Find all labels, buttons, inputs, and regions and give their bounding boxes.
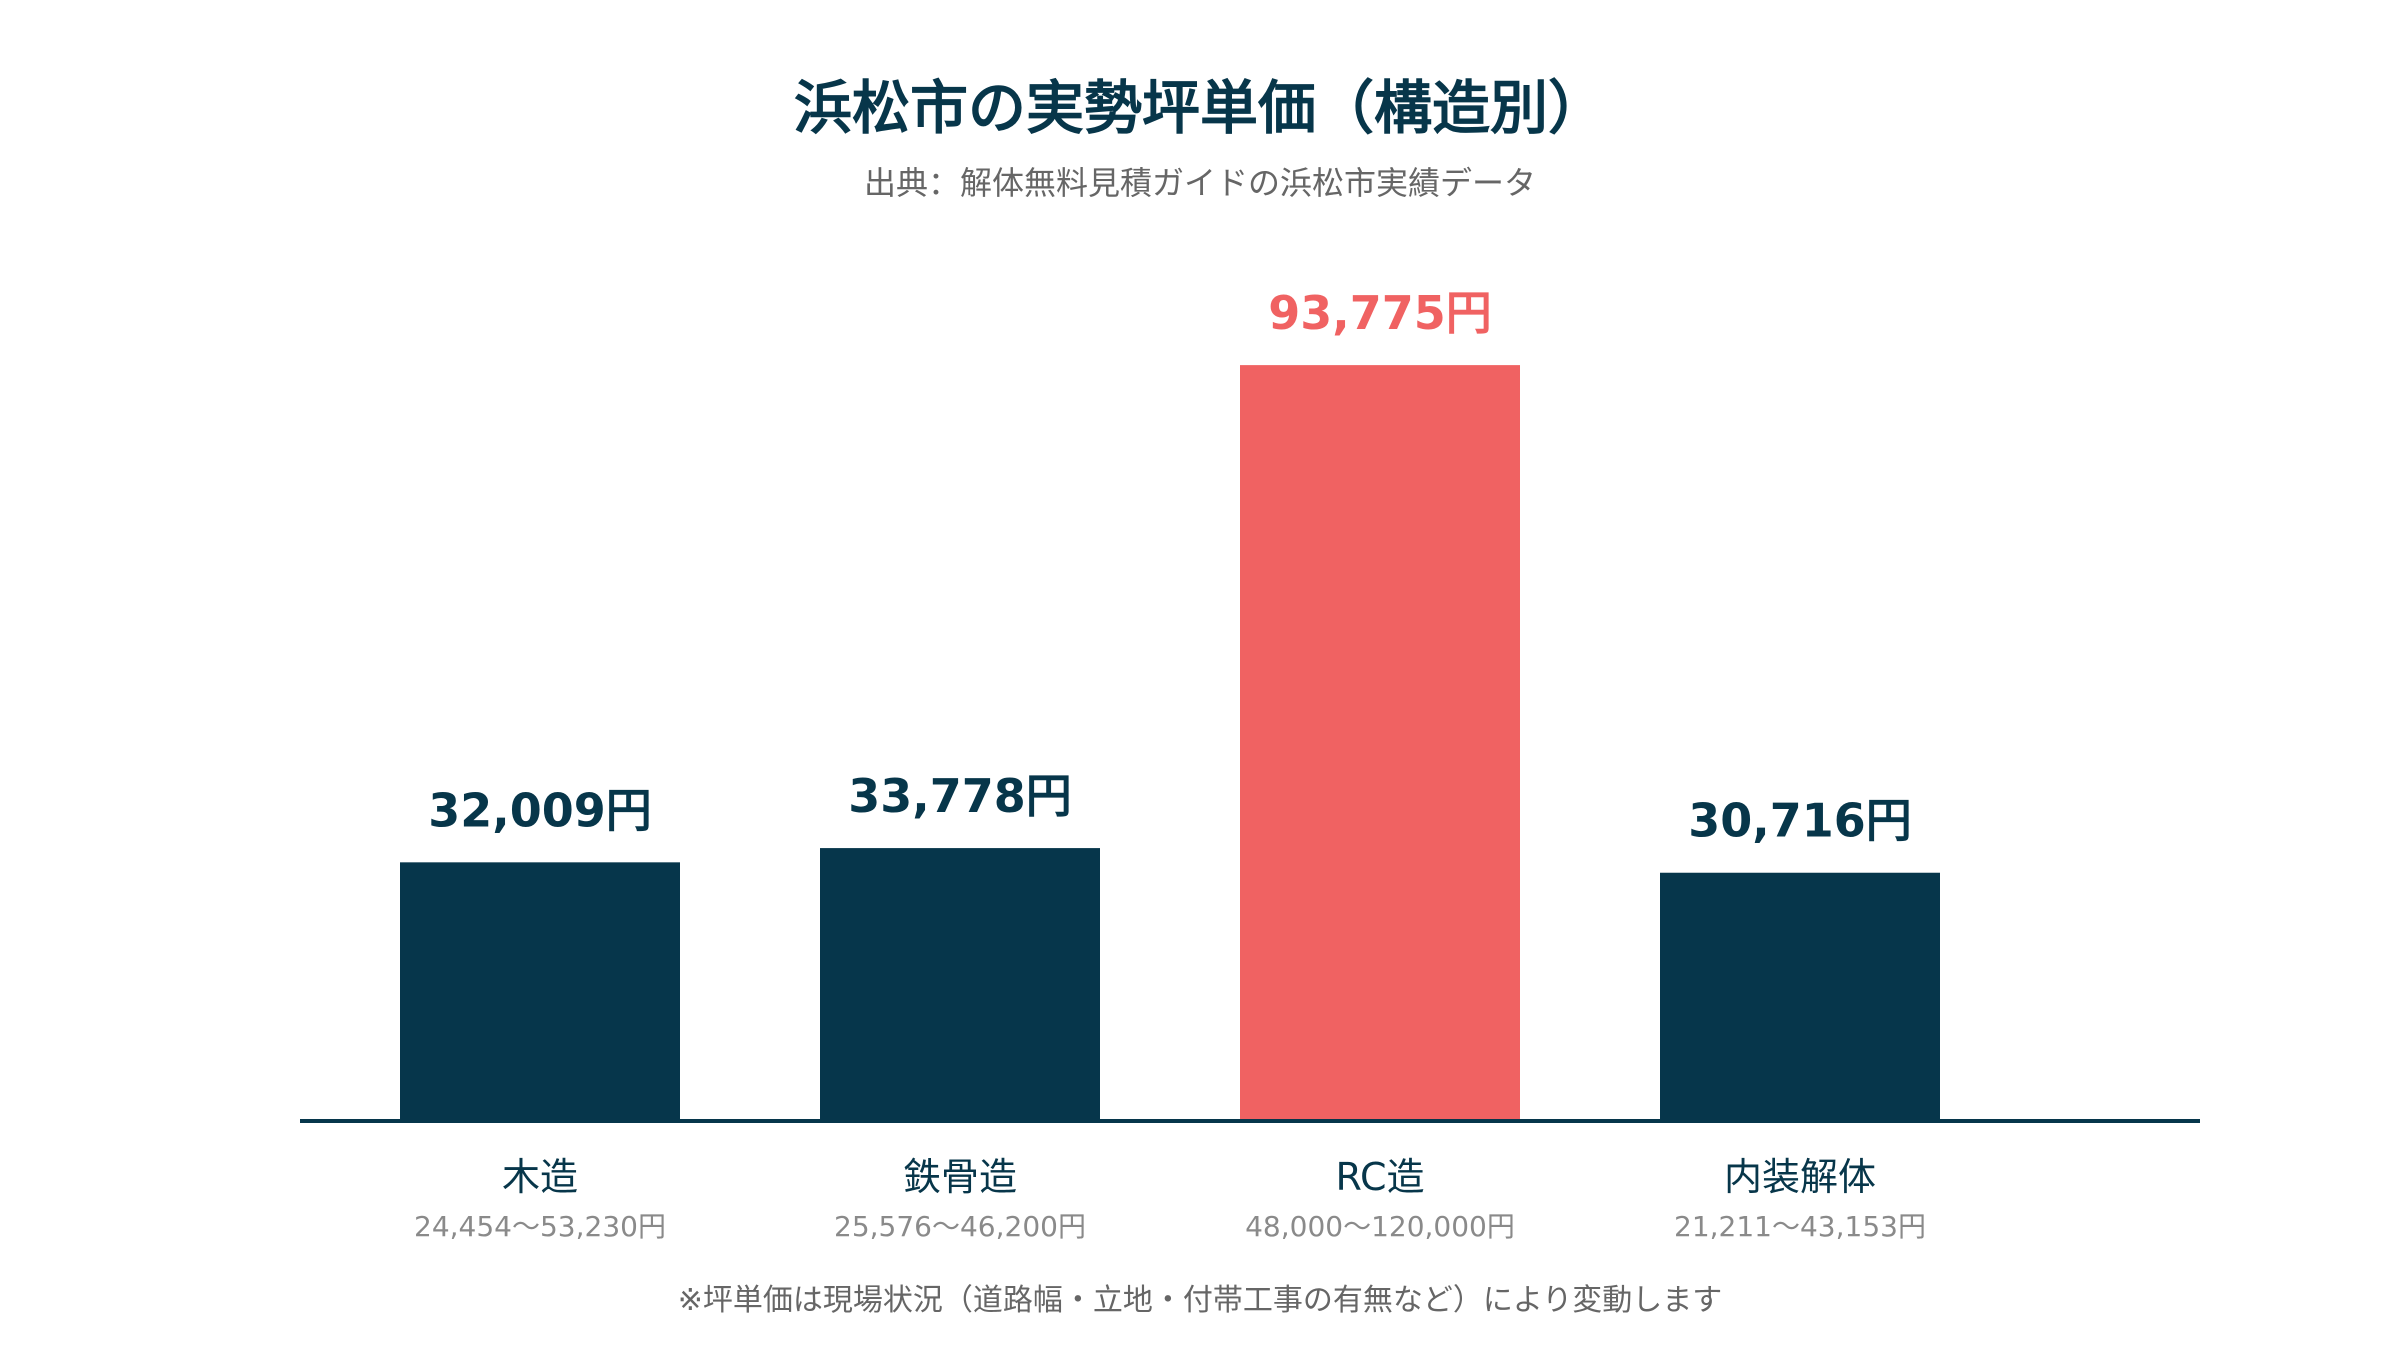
bar-1	[820, 848, 1100, 1120]
bar-0	[400, 862, 680, 1120]
range-label-1: 25,576〜46,200円	[834, 1210, 1086, 1243]
range-label-2: 48,000〜120,000円	[1245, 1210, 1515, 1243]
range-label-3: 21,211〜43,153円	[1674, 1210, 1926, 1243]
category-label-1: 鉄骨造	[903, 1155, 1017, 1199]
bar-value-label-3: 30,716円	[1688, 794, 1912, 848]
range-label-0: 24,454〜53,230円	[414, 1210, 666, 1243]
bar-2	[1240, 365, 1520, 1121]
bars-group	[400, 365, 1940, 1121]
bar-value-label-1: 33,778円	[848, 769, 1072, 823]
chart-subtitle: 出典：解体無料見積ガイドの浜松市実績データ	[864, 164, 1536, 202]
category-label-2: RC造	[1335, 1155, 1424, 1199]
category-label-0: 木造	[502, 1155, 578, 1199]
bar-value-label-2: 93,775円	[1268, 286, 1492, 340]
footnote: ※坪単価は現場状況（道路幅・立地・付帯工事の有無など）により変動します	[678, 1283, 1723, 1318]
category-label-3: 内装解体	[1724, 1155, 1876, 1199]
bar-3	[1660, 872, 1940, 1120]
chart-title: 浜松市の実勢坪単価（構造別）	[794, 74, 1606, 142]
bar-value-label-0: 32,009円	[428, 783, 652, 837]
